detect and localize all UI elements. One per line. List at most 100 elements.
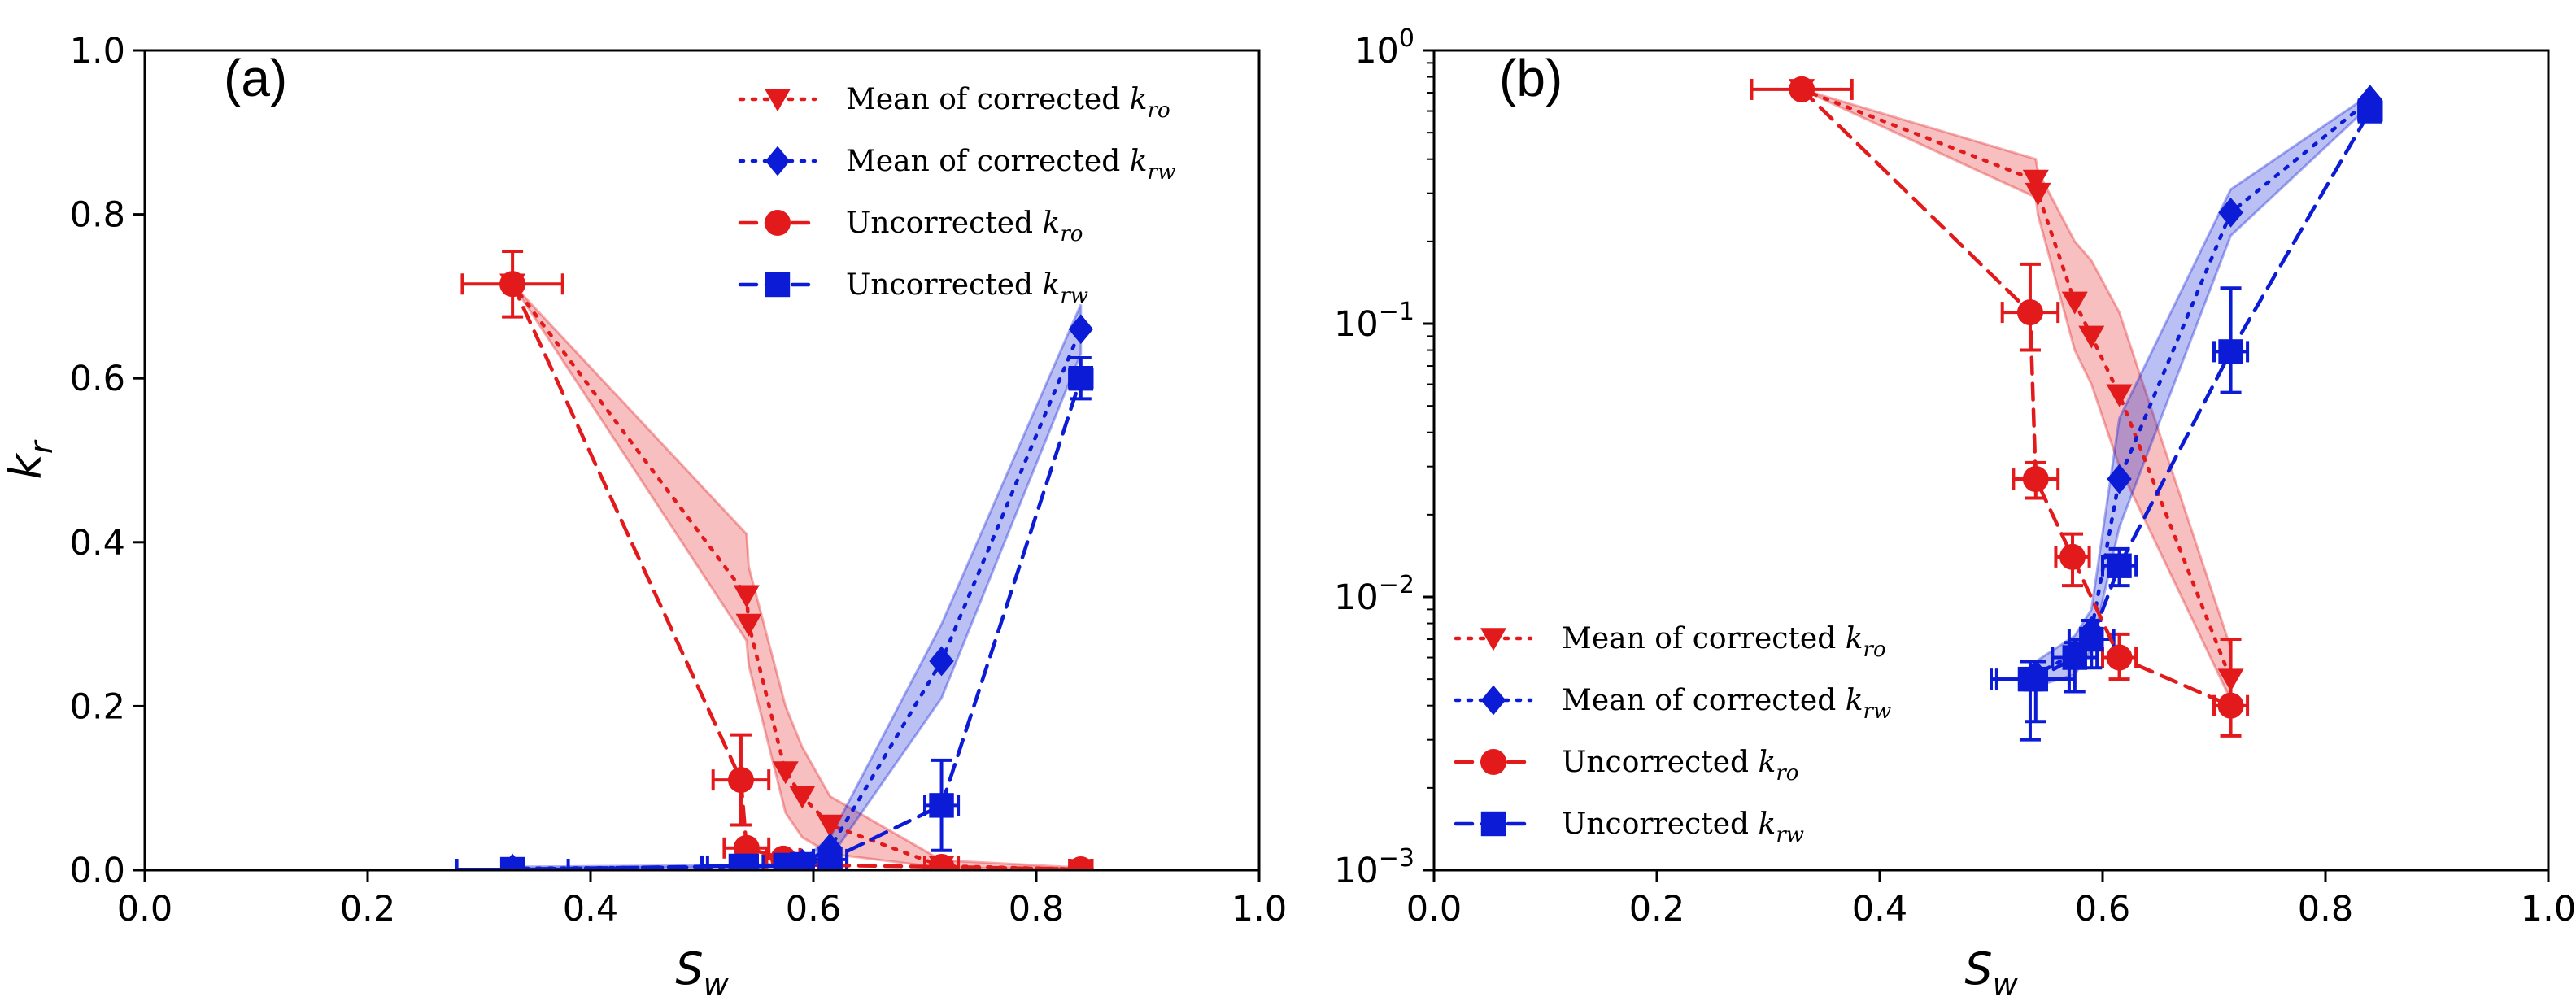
y-tick-label-b-0: 100 <box>1354 24 1414 72</box>
data-point-a-s3-p6 <box>929 793 954 818</box>
data-point-a-s3-p0 <box>499 856 525 870</box>
legend-label-main-a-0: Mean of corrected <box>846 83 1130 116</box>
data-point-a-s1-p6 <box>1068 314 1093 345</box>
data-point-a-s0-p4 <box>789 786 816 809</box>
x-tick-label-b-0: 0.0 <box>1406 889 1462 930</box>
series-line-a-3 <box>510 376 1083 870</box>
y-tick-label-b-3: 10−3 <box>1334 844 1414 891</box>
legend-label-a-0: Mean of corrected kro <box>846 83 1170 123</box>
data-point-a-s2-p0 <box>499 271 526 298</box>
legend-marker-a-3 <box>765 272 791 298</box>
data-point-a-s0-p3 <box>772 761 799 785</box>
y-tick-exp-b-1: −1 <box>1379 298 1414 326</box>
data-point-b-s1-p3 <box>2107 464 2132 494</box>
legend-marker-a-1 <box>765 146 791 176</box>
data-point-b-s2-p0 <box>1789 76 1815 102</box>
legend-label-b-2: Uncorrected kro <box>1562 746 1798 786</box>
plot-area-b <box>1750 76 2383 742</box>
data-point-b-s3-p5 <box>2218 339 2243 364</box>
legend-marker-b-3 <box>1480 811 1506 837</box>
legend-label-sub-b-2: ro <box>1776 761 1798 786</box>
x-tick-label-b-3: 0.6 <box>2075 889 2130 930</box>
y-tick-label-b-1: 10−1 <box>1334 298 1414 345</box>
y-tick-base-b-0: 10 <box>1354 31 1399 72</box>
legend-label-sub-b-1: rw <box>1863 699 1892 724</box>
legend-label-sub-a-2: ro <box>1060 222 1083 246</box>
panel-label-b: (b) <box>1499 49 1563 107</box>
legend-label-k-a-2: k <box>1043 207 1061 240</box>
y-tick-label-a-3: 0.6 <box>70 359 125 399</box>
legend-label-main-b-1: Mean of corrected <box>1562 684 1846 717</box>
y-tick-base-b-3: 10 <box>1334 851 1379 891</box>
y-tick-label-a-0: 0.0 <box>70 851 125 891</box>
legend-label-main-b-0: Mean of corrected <box>1562 622 1846 655</box>
y-tick-base-b-1: 10 <box>1334 304 1379 345</box>
legend-label-main-b-3: Uncorrected <box>1562 808 1759 841</box>
data-point-b-s3-p3 <box>2079 626 2104 652</box>
legend-label-k-a-0: k <box>1130 83 1148 116</box>
data-point-a-s3-p7 <box>1068 366 1093 391</box>
x-tick-label-a-5: 1.0 <box>1231 889 1287 930</box>
y-axis-title-a: kr <box>0 439 59 479</box>
data-point-b-s1-p4 <box>2218 198 2243 228</box>
data-point-a-s1-p5 <box>929 646 954 677</box>
data-point-b-s3-p1 <box>2023 666 2048 692</box>
legend-label-main-a-3: Uncorrected <box>846 268 1043 302</box>
y-axis-title-main-a: k <box>0 451 51 479</box>
legend-marker-b-2 <box>1480 749 1506 775</box>
chart-panel-b: 0.0 0.2 0.4 0.6 0.8 1.010010−110−210−3Sw(b)Me… <box>1334 24 2576 997</box>
legend-label-sub-a-0: ro <box>1148 98 1170 123</box>
legend-label-a-3: Uncorrected krw <box>846 268 1088 308</box>
x-axis-title-a: Sw <box>675 943 729 997</box>
data-point-b-s2-p3 <box>2059 543 2086 570</box>
data-point-b-s2-p4 <box>2106 644 2133 671</box>
x-axis-title-main-a: S <box>675 943 703 995</box>
legend-label-b-3: Uncorrected krw <box>1562 808 1804 847</box>
x-axis-title-b: Sw <box>1964 943 2018 997</box>
x-tick-label-a-0: 0.0 <box>117 889 172 930</box>
data-point-b-s0-p2 <box>2025 182 2051 206</box>
x-axis-title-main-b: S <box>1964 943 1992 995</box>
legend-label-b-1: Mean of corrected krw <box>1562 684 1891 724</box>
data-point-a-s2-p6 <box>1067 856 1094 870</box>
data-point-b-s2-p5 <box>2217 692 2244 719</box>
x-tick-label-b-1: 0.2 <box>1629 889 1685 930</box>
data-point-b-s3-p6 <box>2357 98 2382 124</box>
legend-label-a-1: Mean of corrected krw <box>846 145 1175 185</box>
legend-label-b-0: Mean of corrected kro <box>1562 622 1886 662</box>
data-point-b-s0-p1 <box>2022 169 2049 193</box>
x-tick-label-a-2: 0.4 <box>563 889 618 930</box>
data-point-a-s2-p5 <box>928 853 955 870</box>
y-tick-label-a-1: 0.2 <box>70 686 125 727</box>
y-tick-exp-b-2: −2 <box>1379 571 1414 599</box>
data-point-b-s3-p4 <box>2107 553 2132 578</box>
legend-label-k-a-1: k <box>1130 145 1148 178</box>
x-tick-label-a-4: 0.8 <box>1009 889 1064 930</box>
series-line-b-2 <box>1799 87 2233 707</box>
legend-label-k-b-0: k <box>1846 622 1863 655</box>
chart-panel-a: 0.0 0.2 0.4 0.6 0.8 1.00.00.20.40.60.81.0Swkr… <box>0 31 1287 997</box>
x-tick-label-b-5: 1.0 <box>2521 889 2576 930</box>
legend-marker-a-2 <box>765 210 791 236</box>
y-tick-label-a-2: 0.4 <box>70 523 125 564</box>
plot-area-a <box>455 249 1094 870</box>
data-point-a-s2-p1 <box>727 767 754 794</box>
panel-label-a: (a) <box>224 49 287 107</box>
data-point-a-s3-p4 <box>790 851 815 870</box>
axes-frame-a <box>143 49 1261 872</box>
data-point-a-s3-p5 <box>817 847 843 870</box>
legend-marker-b-0 <box>1480 628 1506 651</box>
y-tick-exp-b-3: −3 <box>1379 844 1414 873</box>
legend-label-k-b-1: k <box>1846 684 1863 717</box>
x-tick-label-a-3: 0.6 <box>786 889 841 930</box>
data-point-a-s0-p1 <box>733 585 760 608</box>
x-tick-label-b-2: 0.4 <box>1852 889 1907 930</box>
data-point-b-s2-p1 <box>2016 299 2043 326</box>
data-point-a-s0-p5 <box>817 814 843 838</box>
legend-label-sub-a-3: rw <box>1060 284 1088 308</box>
y-tick-label-b-2: 10−2 <box>1334 571 1414 618</box>
x-axis-title-sub-b: w <box>1993 967 2019 997</box>
